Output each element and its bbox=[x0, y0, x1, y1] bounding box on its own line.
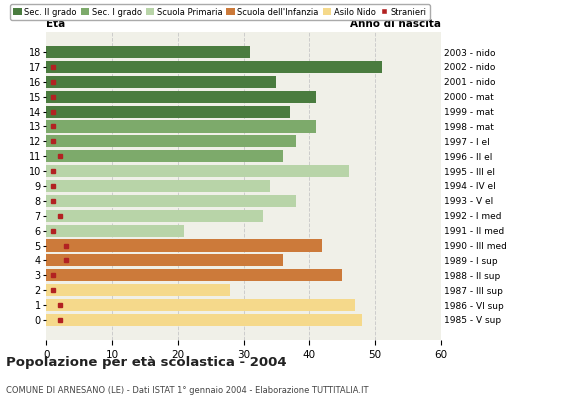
Legend: Sec. II grado, Sec. I grado, Scuola Primaria, Scuola dell'Infanzia, Asilo Nido, : Sec. II grado, Sec. I grado, Scuola Prim… bbox=[10, 4, 430, 20]
Bar bbox=[46, 61, 382, 73]
Bar bbox=[46, 240, 322, 252]
Bar bbox=[46, 284, 230, 296]
Bar bbox=[46, 150, 283, 162]
Bar bbox=[46, 314, 362, 326]
Bar bbox=[46, 224, 184, 237]
Bar bbox=[46, 135, 296, 148]
Text: COMUNE DI ARNESANO (LE) - Dati ISTAT 1° gennaio 2004 - Elaborazione TUTTITALIA.I: COMUNE DI ARNESANO (LE) - Dati ISTAT 1° … bbox=[6, 386, 368, 395]
Bar bbox=[46, 76, 277, 88]
Bar bbox=[46, 120, 316, 132]
Bar bbox=[46, 299, 356, 311]
Bar bbox=[46, 210, 263, 222]
Bar bbox=[46, 195, 296, 207]
Text: Popolazione per età scolastica - 2004: Popolazione per età scolastica - 2004 bbox=[6, 356, 287, 369]
Bar bbox=[46, 165, 349, 177]
Text: Età: Età bbox=[46, 19, 66, 29]
Text: Anno di nascita: Anno di nascita bbox=[350, 19, 441, 29]
Bar bbox=[46, 180, 270, 192]
Bar bbox=[46, 254, 283, 266]
Bar bbox=[46, 91, 316, 103]
Bar bbox=[46, 46, 250, 58]
Bar bbox=[46, 106, 289, 118]
Bar bbox=[46, 269, 342, 281]
